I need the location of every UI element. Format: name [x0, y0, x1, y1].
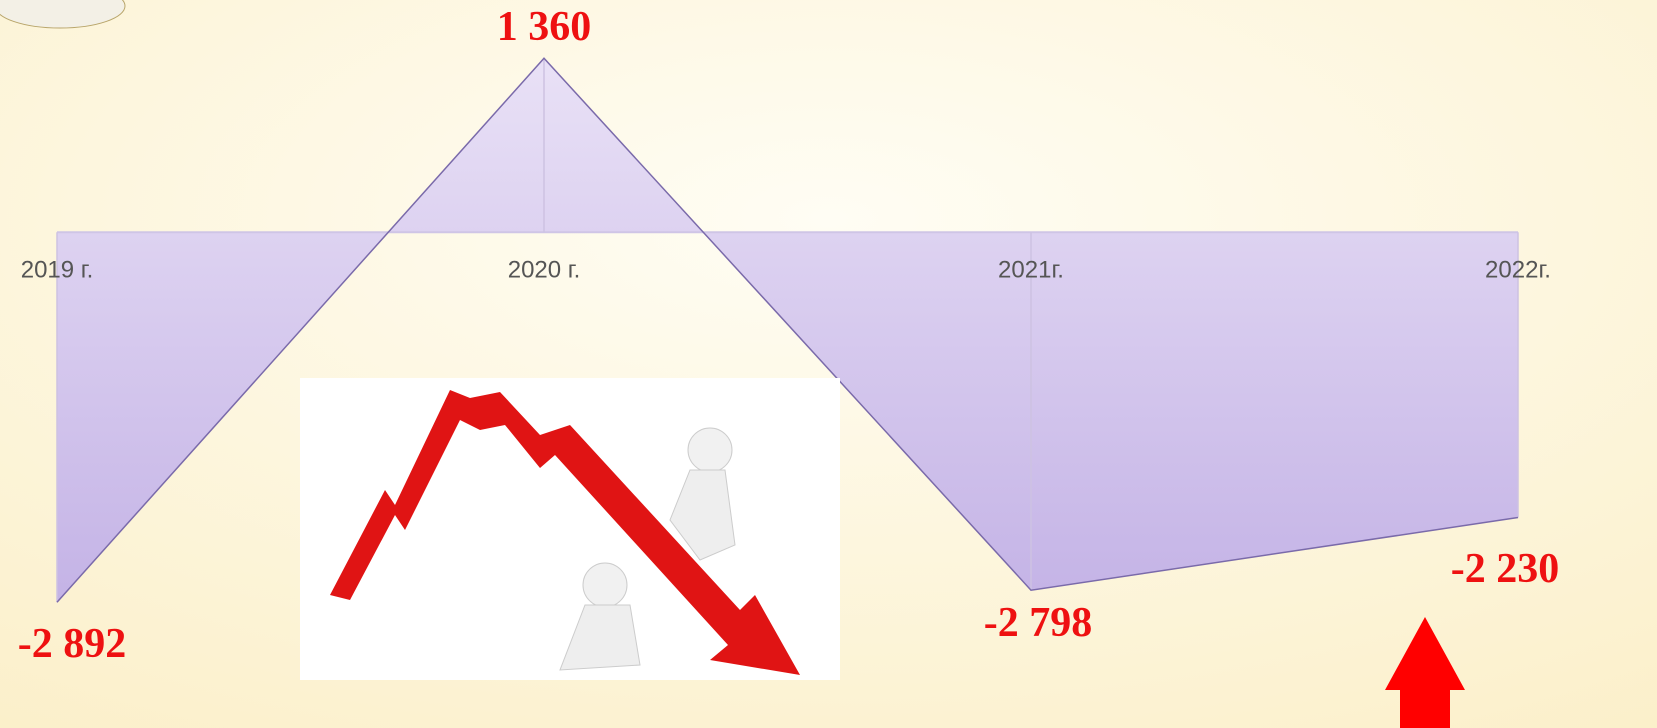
data-label: -2 892: [18, 621, 127, 667]
x-tick-label: 2022г.: [1485, 257, 1551, 284]
page: {"chart_data": {"type": "area", "categor…: [0, 0, 1657, 728]
data-label: -2 230: [1451, 546, 1560, 592]
chart: 2019 г. 2020 г. 2021г. 2022г. -2 892 1 360 -2 …: [0, 0, 1657, 728]
data-label: 1 360: [497, 4, 592, 50]
x-tick-label: 2020 г.: [508, 257, 581, 284]
x-tick-label: 2019 г.: [21, 257, 94, 284]
illustration: [300, 378, 840, 680]
x-tick-label: 2021г.: [998, 257, 1064, 284]
data-label: -2 798: [984, 600, 1093, 646]
